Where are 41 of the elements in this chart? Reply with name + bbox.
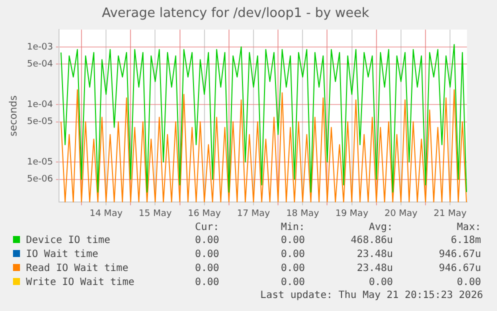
text: 0.00 — [280, 277, 305, 288]
text: Last update: Thu May 21 20:15:23 2026 — [260, 290, 483, 301]
y-tick-label: 1e-05 — [26, 157, 53, 168]
x-tick-label: 16 May — [188, 208, 222, 219]
text: 23.48u — [356, 263, 393, 274]
legend-label: Read IO Wait time — [25, 262, 130, 276]
text: Cur: — [195, 222, 220, 233]
text: 0.00 — [195, 235, 220, 246]
text: Max: — [456, 222, 481, 233]
x-tick-label: 18 May — [286, 208, 320, 219]
text: 0.00 — [195, 249, 220, 260]
y-axis-title: seconds — [8, 95, 20, 136]
text: Min: — [280, 222, 305, 233]
text: 0.00 — [456, 277, 481, 288]
text: 0.00 — [195, 263, 220, 274]
text: 0.00 — [195, 277, 220, 288]
y-tick-label: 5e-05 — [26, 117, 53, 128]
y-tick-label: 1e-03 — [26, 42, 53, 52]
x-tick-label: 19 May — [335, 208, 369, 219]
text: 23.48u — [356, 249, 393, 260]
legend-label: IO Wait time — [25, 248, 100, 262]
text: 468.86u — [350, 235, 393, 246]
x-tick-label: 17 May — [237, 208, 271, 219]
y-tick-label: 1e-04 — [26, 100, 54, 110]
text: 946.67u — [438, 263, 481, 274]
y-tick-label: 5e-04 — [26, 60, 54, 70]
text: 0.00 — [280, 249, 305, 260]
text: 0.00 — [280, 263, 305, 274]
x-tick-label: 14 May — [90, 208, 124, 219]
legend-label: Write IO Wait time — [25, 276, 136, 290]
text: 0.00 — [280, 235, 305, 246]
chart-title: Average latency for /dev/loop1 - by week — [102, 6, 370, 22]
legend-label: Device IO time — [25, 234, 112, 248]
text: 946.67u — [438, 249, 481, 260]
x-tick-label: 15 May — [138, 208, 172, 219]
text: Avg: — [368, 222, 393, 233]
x-tick-label: 20 May — [384, 208, 418, 219]
text: 0.00 — [368, 277, 393, 288]
text: 6.18m — [450, 235, 481, 246]
x-tick-label: 21 May — [434, 208, 468, 219]
y-tick-label: 5e-06 — [26, 174, 54, 185]
